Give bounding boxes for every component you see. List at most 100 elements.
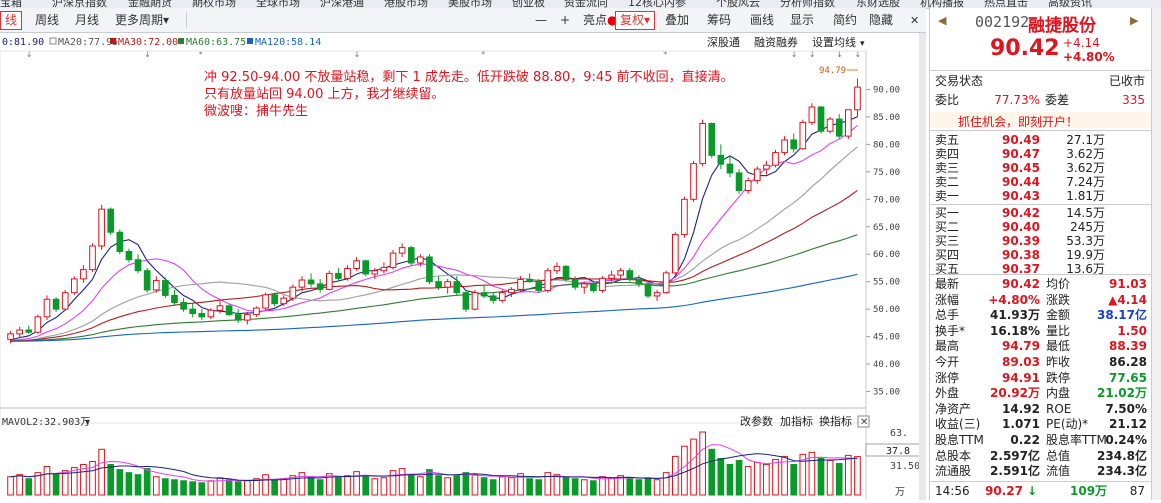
event-marker[interactable]: ↓ xyxy=(791,50,798,59)
ma60-legend: MA60:63.75 xyxy=(186,37,246,48)
top-nav-item[interactable]: 港股市场 xyxy=(384,0,428,9)
top-nav-item[interactable]: 个股风云 xyxy=(716,0,760,9)
order-book-row[interactable]: 卖三 90.45 3.62万 xyxy=(930,161,1151,176)
stat-label: 总手 xyxy=(935,308,960,323)
volume-bar xyxy=(580,479,588,496)
chart-scrollbar[interactable] xyxy=(919,33,926,500)
tab-weekly[interactable]: 周线 xyxy=(35,13,60,27)
price-tick-label: 65.00 xyxy=(873,223,900,233)
top-nav-item[interactable]: 沪深港通 xyxy=(320,0,364,9)
link-ma-settings[interactable]: 设置均线 xyxy=(812,35,856,49)
stat-value: 2.597亿 xyxy=(990,448,1040,463)
volume-bar xyxy=(180,480,187,496)
mavol-dropdown-icon[interactable]: ▾ xyxy=(85,417,90,428)
ma20-legend: MA20:77.95 xyxy=(58,37,118,48)
event-marker[interactable]: ↓ xyxy=(809,50,816,59)
volume-axis-current: 37.8 xyxy=(886,446,910,457)
event-marker[interactable]: * xyxy=(481,50,485,59)
draw-line-button[interactable]: 画线 xyxy=(750,13,775,27)
top-nav-item[interactable]: 期权市场 xyxy=(192,0,236,9)
top-nav-item[interactable]: 机构播报 xyxy=(920,0,964,9)
top-nav-item[interactable]: 金融期货 xyxy=(128,0,172,9)
candle-body xyxy=(763,164,770,170)
link-switch-indicator[interactable]: 换指标 xyxy=(819,414,852,428)
top-nav-item[interactable]: 美股市场 xyxy=(448,0,492,9)
event-marker[interactable]: ↓ xyxy=(26,50,33,59)
stat-label: 最新 xyxy=(935,277,960,291)
event-marker[interactable]: * xyxy=(663,50,667,59)
candle-body xyxy=(262,294,269,309)
event-marker[interactable]: ↓ xyxy=(144,50,151,59)
event-marker[interactable]: * xyxy=(199,50,203,59)
order-book-row[interactable]: 买二 90.40 245万 xyxy=(930,220,1151,235)
weibi-value: 77.73% xyxy=(994,93,1040,107)
order-book-row[interactable]: 买一 90.42 14.5万 xyxy=(930,206,1151,221)
order-book-row[interactable]: 买五 90.37 13.6万 xyxy=(930,262,1151,277)
candle-body xyxy=(535,281,543,291)
top-nav-item[interactable]: 分析师指数 xyxy=(780,0,835,9)
order-price: 90.43 xyxy=(1002,189,1040,203)
quote-stat-row: 换手* 16.18% 量比 1.50 xyxy=(930,324,1151,339)
top-nav-item[interactable]: 热点直击 xyxy=(984,0,1028,9)
top-nav-item[interactable]: 宝箱 xyxy=(0,0,22,9)
volume-bar xyxy=(535,479,543,496)
tab-monthly[interactable]: 月线 xyxy=(75,13,100,27)
top-nav-item[interactable]: 12核心内参 xyxy=(628,0,686,9)
more-periods-button[interactable]: 更多周期▾ xyxy=(110,11,174,30)
order-book-row[interactable]: 买三 90.39 53.3万 xyxy=(930,234,1151,249)
stat-label: 股息TTM xyxy=(935,433,984,447)
stat-label: 净资产 xyxy=(935,401,972,416)
link-edit-params[interactable]: 改参数 xyxy=(740,414,773,428)
top-nav-item[interactable]: 全球市场 xyxy=(256,0,300,9)
order-book-row[interactable]: 买四 90.38 19.9万 xyxy=(930,248,1151,263)
plus-button[interactable]: + xyxy=(560,13,571,27)
top-nav-item[interactable]: 创业板 xyxy=(512,0,545,9)
candle-body xyxy=(335,272,342,279)
top-nav-item[interactable]: 东财选股 xyxy=(856,0,900,9)
order-book-row[interactable]: 卖四 90.47 3.62万 xyxy=(930,147,1151,162)
volume-close-button[interactable] xyxy=(857,415,870,428)
volume-ma5-line xyxy=(10,444,858,482)
order-volume: 13.6万 xyxy=(1066,262,1105,276)
hide-button[interactable]: 隐藏 xyxy=(869,13,894,27)
open-account-banner[interactable]: 抓住机会，即刻开户！ xyxy=(930,112,1151,129)
order-book-row[interactable]: 卖五 90.49 27.1万 xyxy=(930,133,1151,148)
event-marker[interactable]: ↓ xyxy=(854,50,861,59)
volume-bar xyxy=(845,454,852,496)
highlight-button[interactable]: 亮点● xyxy=(578,11,623,30)
stat-label: 昨收 xyxy=(1046,355,1071,369)
volume-bar xyxy=(790,464,798,496)
candle-body xyxy=(526,278,533,283)
top-nav-item[interactable]: 沪深京指数 xyxy=(52,0,107,9)
candle-body xyxy=(34,316,42,333)
top-nav-item[interactable]: 高级资讯 xyxy=(1048,0,1092,9)
chevron-left-icon[interactable]: ◀ xyxy=(938,14,947,27)
close-icon[interactable]: ✕ xyxy=(910,14,920,27)
candle-body xyxy=(116,231,124,252)
order-book-row[interactable]: 卖一 90.43 1.81万 xyxy=(930,189,1151,204)
link-shengutong[interactable]: 深股通 xyxy=(707,36,740,49)
volume-bar xyxy=(380,477,388,496)
order-level-label: 卖四 xyxy=(935,147,960,161)
link-add-indicator[interactable]: 加指标 xyxy=(780,414,813,428)
event-marker[interactable]: ↓ xyxy=(836,50,843,59)
order-book-row[interactable]: 卖二 90.44 7.24万 xyxy=(930,175,1151,190)
volume-bar xyxy=(708,448,716,496)
order-volume: 53.3万 xyxy=(1066,234,1105,248)
chevron-right-icon[interactable]: ▶ xyxy=(1130,14,1139,27)
event-marker[interactable]: ↓ xyxy=(354,50,361,59)
simple-button[interactable]: 简约 xyxy=(833,13,858,27)
volume-bar xyxy=(562,477,570,496)
fuquan-button[interactable]: 复权▾ xyxy=(615,11,656,30)
volume-bar xyxy=(298,472,306,496)
candle-body xyxy=(690,163,697,200)
tab-daily[interactable]: 线 xyxy=(0,11,23,30)
top-nav-item[interactable]: 资金流向 xyxy=(564,0,608,9)
display-button[interactable]: 显示 xyxy=(790,13,815,27)
quote-stat-row: 最高 94.79 最低 88.39 xyxy=(930,339,1151,354)
minus-button[interactable]: — xyxy=(535,13,547,27)
candle-body xyxy=(189,308,197,315)
chips-button[interactable]: 筹码 xyxy=(707,13,732,27)
link-margin-trading[interactable]: 融资融券 xyxy=(754,35,798,49)
overlay-button[interactable]: 叠加 xyxy=(665,13,690,27)
